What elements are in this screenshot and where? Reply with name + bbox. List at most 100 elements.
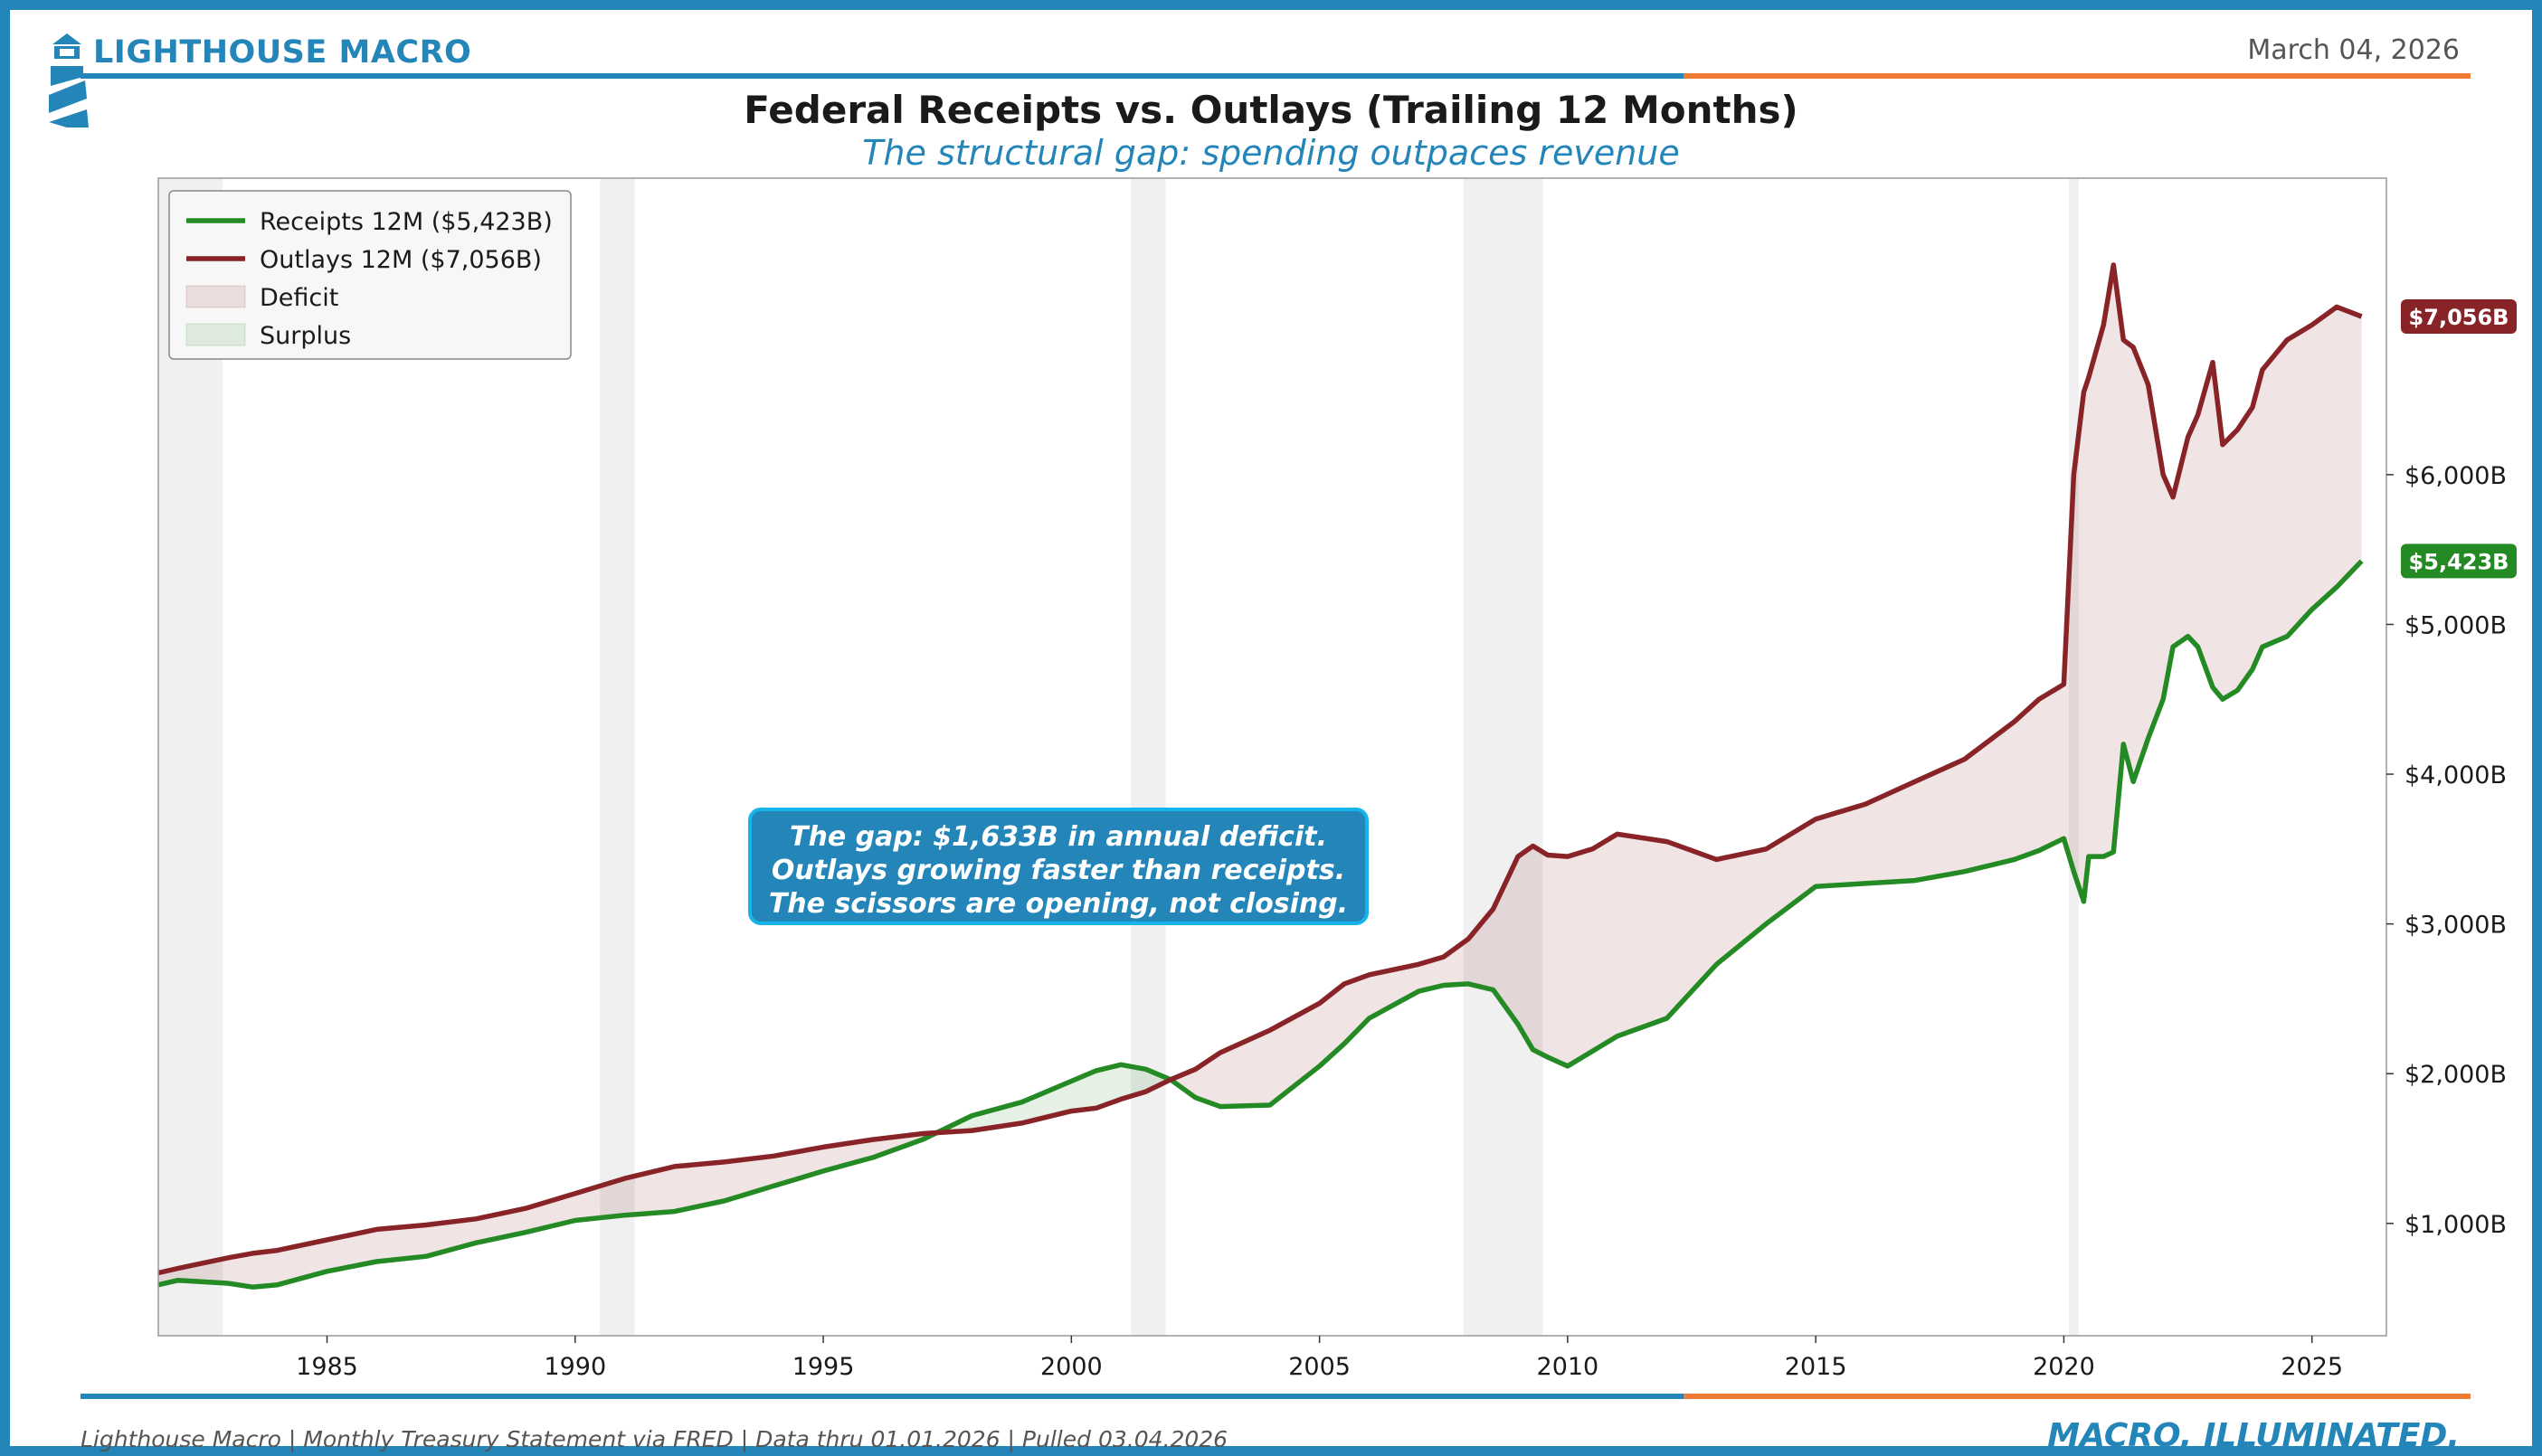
deficit-area (2337, 307, 2362, 588)
legend-swatch-surplus (185, 323, 246, 346)
recession-band (600, 178, 635, 1336)
deficit-area (426, 1218, 477, 1257)
deficit-area (2014, 699, 2040, 860)
x-tick-label: 2020 (2033, 1353, 2095, 1381)
header-rule-orange (1684, 73, 2471, 79)
chart-subtitle: The structural gap: spending outpaces re… (862, 133, 1680, 173)
deficit-area (2311, 307, 2338, 610)
x-tick-label: 2005 (1288, 1353, 1351, 1381)
legend-box (168, 190, 572, 360)
x-tick-label: 2025 (2281, 1353, 2343, 1381)
report-date: March 04, 2026 (2247, 34, 2460, 66)
end-value-text: $5,423B (2409, 549, 2509, 574)
gap-annotation: The gap: $1,633B in annual deficit. Outl… (748, 808, 1369, 925)
lighthouse-logo-icon (49, 33, 89, 128)
annotation-box (748, 808, 1369, 925)
footer-rule-orange (1684, 1394, 2471, 1399)
annotation-line-1: The gap: $1,633B in annual deficit. (790, 821, 1327, 853)
deficit-area (1617, 834, 1667, 1036)
receipts-line (157, 559, 2364, 1290)
deficit-area (1344, 974, 1370, 1045)
legend-swatch-deficit (185, 285, 246, 308)
deficit-area (2237, 407, 2253, 691)
deficit-area (1369, 964, 1419, 1018)
header-rule-blue (81, 73, 1684, 79)
deficit-area (2039, 684, 2064, 851)
legend-label-deficit: Deficit (260, 284, 338, 312)
gap-fills (158, 265, 2362, 1288)
deficit-area (1443, 939, 1469, 986)
deficit-area (624, 1166, 675, 1215)
deficit-area (2287, 325, 2312, 637)
end-value-badge (2401, 544, 2517, 579)
recession-bands (158, 178, 2079, 1336)
deficit-area (1319, 983, 1345, 1066)
deficit-area (327, 1229, 377, 1272)
series-lines (157, 262, 2364, 1290)
y-tick-label: $5,000B (2404, 611, 2507, 639)
legend-label-outlays: Outlays 12M ($7,056B) (260, 246, 542, 274)
deficit-area (252, 1250, 278, 1288)
deficit-area (674, 1161, 725, 1212)
outlays-line (157, 262, 2363, 1276)
deficit-area (1592, 834, 1617, 1052)
x-tick-label: 1990 (544, 1353, 606, 1381)
x-tick-label: 1985 (296, 1353, 358, 1381)
deficit-area (1518, 846, 1533, 1050)
deficit-area (773, 1147, 824, 1187)
x-tick-label: 2000 (1040, 1353, 1103, 1381)
x-tick-label: 2015 (1785, 1353, 1847, 1381)
y-tick-label: $1,000B (2404, 1211, 2507, 1239)
legend-label-receipts: Receipts 12M ($5,423B) (260, 208, 553, 236)
surplus-area (1121, 1064, 1146, 1100)
deficit-area (2148, 384, 2164, 739)
y-tick-label: $6,000B (2404, 462, 2507, 490)
deficit-area (2113, 265, 2124, 853)
end-value-text: $7,056B (2409, 305, 2509, 330)
deficit-area (2088, 325, 2104, 857)
deficit-area (1716, 848, 1767, 965)
deficit-area (227, 1253, 253, 1288)
deficit-area (2252, 369, 2262, 670)
legend: Receipts 12M ($5,423B) Outlays 12M ($7,0… (168, 190, 572, 360)
footer-rule-blue (81, 1394, 1684, 1399)
deficit-area (1666, 841, 1717, 1018)
annotation-line-2: Outlays growing faster than receipts. (772, 855, 1345, 886)
chart-title: Federal Receipts vs. Outlays (Trailing 1… (744, 88, 1798, 132)
deficit-area (2163, 474, 2174, 700)
x-tick-label: 2010 (1537, 1353, 1599, 1381)
deficit-area (376, 1224, 427, 1262)
end-value-labels: $7,056B $5,423B (2401, 299, 2517, 579)
deficit-area (2222, 430, 2238, 700)
deficit-area (2262, 339, 2288, 648)
recession-band (1131, 178, 1166, 1336)
deficit-area (2103, 265, 2114, 857)
x-axis: 1985 1990 1995 2000 2005 2010 2015 2020 2025 (296, 1336, 2343, 1381)
recession-band (1463, 178, 1543, 1336)
deficit-area (1964, 722, 2015, 872)
deficit-area (1766, 818, 1816, 924)
deficit-area (2083, 377, 2089, 902)
deficit-area (1468, 909, 1494, 990)
recession-band (158, 178, 223, 1336)
end-value-badge (2401, 299, 2517, 335)
deficit-area (2123, 339, 2134, 782)
deficit-area (177, 1257, 228, 1284)
deficit-area (2187, 414, 2198, 648)
deficit-area (1567, 848, 1593, 1066)
deficit-area (1269, 1003, 1320, 1105)
x-tick-label: 1995 (792, 1353, 855, 1381)
y-tick-label: $2,000B (2404, 1061, 2507, 1089)
deficit-area (2197, 362, 2214, 688)
deficit-area (574, 1178, 625, 1221)
brand-name: LIGHTHOUSE MACRO (93, 34, 472, 71)
deficit-area (2213, 362, 2223, 700)
y-axis: $1,000B $2,000B $3,000B $4,000B $5,000B $6,00… (2386, 462, 2507, 1239)
footer-tagline: MACRO, ILLUMINATED. (2047, 1417, 2460, 1454)
y-tick-label: $4,000B (2404, 761, 2507, 789)
plot-frame (157, 177, 2387, 1337)
deficit-area (1532, 846, 1548, 1058)
y-tick-label: $3,000B (2404, 912, 2507, 940)
deficit-area (1914, 759, 1965, 881)
deficit-area (1547, 855, 1568, 1066)
